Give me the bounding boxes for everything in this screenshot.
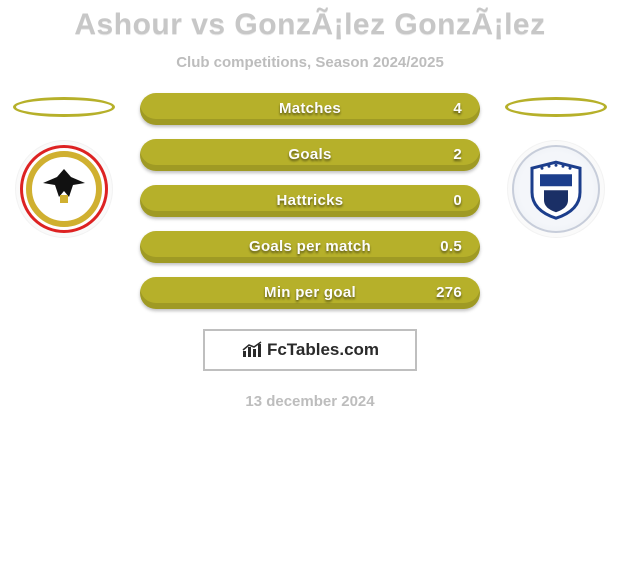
stat-label: Goals per match [249,238,371,255]
stat-bar-matches: Matches 4 [140,93,480,125]
comparison-card: Ashour vs GonzÃ¡lez GonzÃ¡lez Club compe… [0,0,620,410]
brand-text: FcTables.com [267,340,379,360]
stat-label: Hattricks [277,192,344,209]
stat-label: Min per goal [264,284,356,301]
stat-value: 0 [453,192,462,209]
left-player-column [4,93,124,237]
left-club-badge [16,141,112,237]
stat-bar-goals: Goals 2 [140,139,480,171]
stat-label: Matches [279,100,341,117]
eagle-icon [41,167,87,207]
season-subtitle: Club competitions, Season 2024/2025 [0,54,620,71]
stat-bar-min-per-goal: Min per goal 276 [140,277,480,309]
stat-value: 276 [436,284,462,301]
page-title: Ashour vs GonzÃ¡lez GonzÃ¡lez [0,8,620,42]
main-row: Matches 4 Goals 2 Hattricks 0 Goals per … [0,93,620,309]
right-player-ellipse [505,97,607,117]
stats-column: Matches 4 Goals 2 Hattricks 0 Goals per … [124,93,496,309]
footer-date: 13 december 2024 [0,393,620,410]
brand-box[interactable]: FcTables.com [203,329,417,371]
stat-value: 0.5 [440,238,462,255]
stat-bar-hattricks: Hattricks 0 [140,185,480,217]
stat-value: 2 [453,146,462,163]
bar-chart-icon [241,341,263,359]
stat-label: Goals [288,146,331,163]
right-club-badge [508,141,604,237]
left-player-ellipse [13,97,115,117]
stat-bar-goals-per-match: Goals per match 0.5 [140,231,480,263]
stat-value: 4 [453,100,462,117]
pachuca-badge-icon [512,145,600,233]
right-player-column [496,93,616,237]
al-ahly-badge-icon [20,145,108,233]
shield-icon [528,160,584,220]
